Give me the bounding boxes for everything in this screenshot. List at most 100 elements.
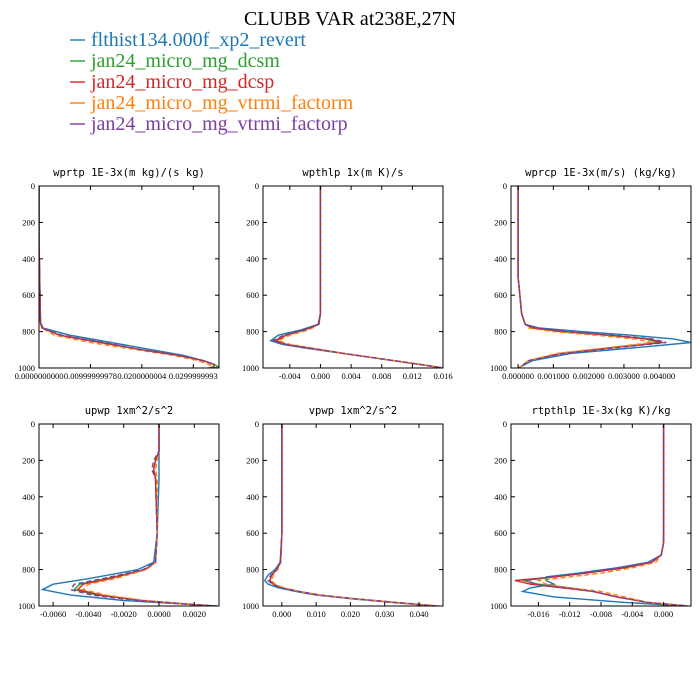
series-line <box>517 186 660 368</box>
y-tick-label: 200 <box>494 217 507 227</box>
y-tick-label: 400 <box>494 492 507 502</box>
panel-title: upwp 1xm^2/s^2 <box>85 405 174 417</box>
y-tick-label: 400 <box>22 492 35 502</box>
series-line <box>270 424 440 606</box>
series-line <box>39 186 215 368</box>
series-line <box>271 186 443 368</box>
legend-label: jan24_micro_mg_vtrmi_factorp <box>90 113 348 135</box>
x-tick-label: 0.000 <box>272 609 291 619</box>
series-line <box>263 424 437 606</box>
x-tick-label: 0.0020 <box>183 609 206 619</box>
y-tick-label: 200 <box>246 455 259 465</box>
x-tick-label: 0.010 <box>307 609 326 619</box>
series-line <box>39 186 215 368</box>
chart-panel: wprcp 1E-3x(m/s) (kg/kg) 0 200 400 600 800 100… <box>490 167 692 381</box>
y-tick-label: 1000 <box>18 363 35 373</box>
y-tick-label: 1000 <box>490 363 507 373</box>
y-tick-label: 1000 <box>242 363 259 373</box>
y-tick-label: 600 <box>494 528 507 538</box>
y-tick-label: 0 <box>503 419 507 429</box>
x-tick-label: -0.016 <box>527 609 549 619</box>
y-tick-label: 400 <box>246 492 259 502</box>
x-tick-label: -0.004 <box>279 371 302 381</box>
y-tick-label: 200 <box>494 455 507 465</box>
x-tick-label: 0.020 <box>341 609 360 619</box>
y-tick-label: 800 <box>494 327 507 337</box>
plot-frame <box>38 423 220 607</box>
series-line <box>76 424 212 606</box>
legend-label: jan24_micro_mg_dcsm <box>90 50 280 72</box>
y-tick-label: 600 <box>494 290 507 300</box>
x-tick-label: -0.008 <box>590 609 612 619</box>
x-tick-label: 0.004 <box>342 371 362 381</box>
x-tick-label: 0.002000 <box>573 371 605 381</box>
x-tick-label: 0.0000 <box>147 609 170 619</box>
series-line <box>39 186 217 368</box>
legend-entry: flthist134.000f_xp2_revert <box>70 29 306 51</box>
panel-title: wprtp 1E-3x(m kg)/(s kg) <box>53 167 205 179</box>
y-tick-label: 1000 <box>18 601 35 611</box>
legend-label: jan24_micro_mg_vtrmi_factorm <box>90 92 354 114</box>
y-tick-label: 1000 <box>490 601 507 611</box>
y-tick-label: 0 <box>503 181 507 191</box>
series-line <box>535 424 688 606</box>
series-group <box>269 186 443 368</box>
chart-panels: wprtp 1E-3x(m kg)/(s kg) 0 200 400 600 800 100… <box>15 167 692 619</box>
panel-title: wpthlp 1x(m K)/s <box>302 167 403 179</box>
y-tick-label: 800 <box>494 565 507 575</box>
series-group <box>263 424 440 606</box>
x-tick-label: -0.0060 <box>40 609 66 619</box>
x-tick-label: 0.00999999978 <box>64 371 117 381</box>
x-tick-label: 0.008 <box>372 371 391 381</box>
x-tick-label: 0.000000 <box>502 371 534 381</box>
series-line <box>274 186 443 368</box>
x-tick-label: 0.000 <box>654 609 673 619</box>
y-tick-label: 600 <box>22 290 35 300</box>
legend-entry: jan24_micro_mg_vtrmi_factorm <box>70 92 354 114</box>
series-line <box>72 424 212 606</box>
series-line <box>267 424 437 606</box>
legend-entry: jan24_micro_mg_dcsp <box>70 71 274 93</box>
series-line <box>40 424 218 606</box>
x-tick-label: -0.012 <box>559 609 581 619</box>
series-line <box>517 186 691 368</box>
series-line <box>269 424 437 606</box>
figure-title: CLUBB VAR at238E,27N <box>244 8 456 30</box>
x-tick-label: -0.0020 <box>111 609 137 619</box>
y-tick-label: 600 <box>246 290 259 300</box>
y-tick-label: 400 <box>22 254 35 264</box>
series-line <box>39 186 219 368</box>
legend: flthist134.000f_xp2_revertjan24_micro_mg… <box>70 29 354 135</box>
series-group <box>40 424 218 606</box>
panel-title: vpwp 1xm^2/s^2 <box>309 405 398 417</box>
legend-entry: jan24_micro_mg_dcsm <box>70 50 280 72</box>
y-tick-label: 200 <box>22 455 35 465</box>
series-line <box>514 424 688 606</box>
series-group <box>39 186 219 368</box>
series-line <box>81 424 209 606</box>
y-tick-label: 200 <box>246 217 259 227</box>
x-tick-label: 0.0000000000 <box>15 371 64 381</box>
y-tick-label: 0 <box>255 419 259 429</box>
series-line <box>517 186 667 368</box>
x-tick-label: 0.003000 <box>608 371 640 381</box>
chart-panel: upwp 1xm^2/s^2 0 200 400 600 800 1000 -0.0060 -0… <box>18 405 220 619</box>
chart-panel: wpthlp 1x(m K)/s 0 200 400 600 800 1000 -0.004 0… <box>242 167 453 381</box>
x-tick-label: 0.004000 <box>643 371 675 381</box>
series-group <box>517 186 691 368</box>
series-line <box>524 424 688 606</box>
chart-panel: rtpthlp 1E-3x(kg K)/kg 0 200 400 600 800 1000 -… <box>490 405 692 619</box>
series-line <box>276 186 443 368</box>
legend-entry: jan24_micro_mg_vtrmi_factorp <box>70 113 348 135</box>
plot-frame <box>510 185 692 369</box>
x-tick-label: 0.012 <box>403 371 422 381</box>
y-tick-label: 800 <box>22 327 35 337</box>
y-tick-label: 400 <box>246 254 259 264</box>
series-line <box>520 424 688 606</box>
series-line <box>272 186 443 368</box>
x-tick-label: 0.016 <box>433 371 452 381</box>
series-line <box>522 424 688 606</box>
plot-frame <box>262 185 444 369</box>
legend-label: flthist134.000f_xp2_revert <box>91 29 306 51</box>
x-tick-label: -0.0040 <box>75 609 101 619</box>
